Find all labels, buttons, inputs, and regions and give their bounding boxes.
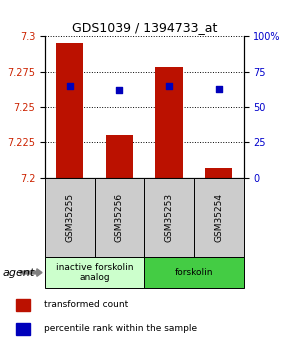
Text: GSM35256: GSM35256 (115, 193, 124, 242)
Text: forskolin: forskolin (175, 268, 213, 277)
Text: inactive forskolin
analog: inactive forskolin analog (56, 263, 133, 282)
Point (216, 86, 221, 91)
Bar (16, 323, 30, 335)
Bar (16, 299, 30, 311)
Point (167, 83, 171, 89)
Bar (45, 257, 144, 288)
Bar (95, 178, 144, 257)
Text: agent: agent (3, 268, 35, 277)
Bar (144, 178, 194, 257)
Point (117, 87, 122, 93)
Bar (45, 178, 95, 257)
Point (68, 83, 72, 89)
Bar (144, 257, 244, 288)
Bar (194, 178, 244, 257)
Text: percentile rank within the sample: percentile rank within the sample (44, 324, 197, 334)
Title: GDS1039 / 1394733_at: GDS1039 / 1394733_at (72, 21, 217, 34)
Text: GSM35253: GSM35253 (165, 193, 174, 242)
Bar (106, 135, 133, 178)
Text: GSM35255: GSM35255 (65, 193, 74, 242)
Bar (205, 168, 232, 178)
Text: transformed count: transformed count (44, 300, 128, 309)
Bar (56, 43, 84, 178)
Bar (155, 67, 183, 178)
Text: GSM35254: GSM35254 (214, 193, 223, 242)
